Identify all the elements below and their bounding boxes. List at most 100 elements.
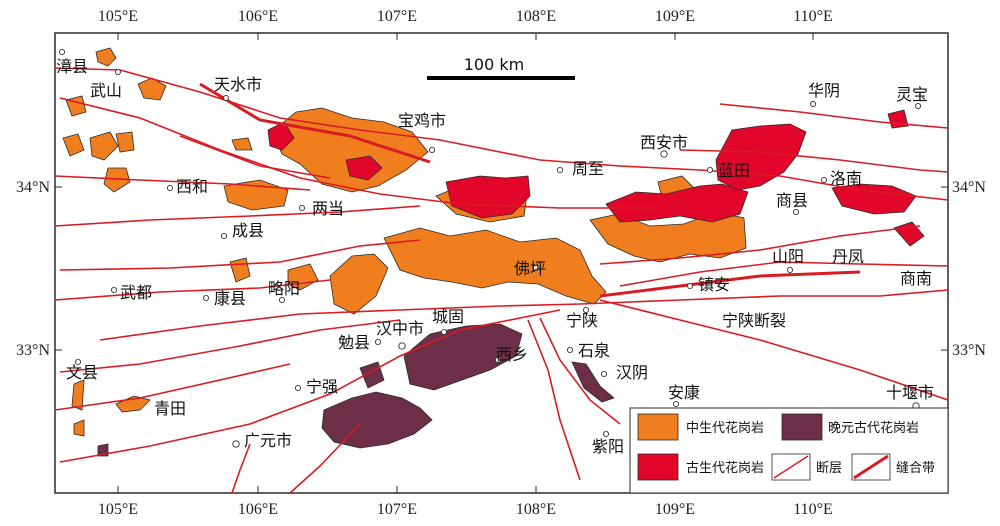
- legend-label-neoproterozoic: 晚元古代花岗岩: [828, 420, 919, 436]
- place-dot: [278, 296, 286, 304]
- mesozoic-granite: [589, 211, 747, 263]
- fault-line: [527, 319, 581, 481]
- place-label: 武山: [90, 81, 122, 100]
- bottom-tick-108: 108°E: [516, 501, 556, 518]
- place-label: 西乡: [496, 345, 528, 364]
- suture-zones: [199, 82, 861, 298]
- fault-line: [59, 309, 561, 463]
- paleozoic-granite: [831, 183, 917, 215]
- legend: 中生代花岗岩 晚元古代花岗岩 古生代花岗岩 断层 缝合带: [629, 407, 949, 494]
- bottom-tick-110: 110°E: [793, 501, 833, 518]
- mesozoic-granite: [231, 137, 253, 151]
- place-dot: [222, 94, 230, 102]
- top-tick-107: 107°E: [377, 8, 417, 25]
- place-label: 城固: [432, 307, 464, 326]
- paleozoic-granite: [445, 175, 531, 219]
- place-label: 紫阳: [592, 437, 624, 456]
- place-dot: [114, 68, 122, 76]
- place-label: 安康: [668, 383, 700, 402]
- place-dot: [440, 328, 448, 336]
- top-tick-106: 106°E: [238, 8, 278, 25]
- fault-lines: [54, 67, 949, 494]
- neoproterozoic-granite: [403, 323, 523, 391]
- place-label: 汉中市: [376, 319, 424, 338]
- neoproterozoic-granite: [571, 361, 615, 403]
- place-label: 西安市: [640, 133, 688, 152]
- fault-line: [599, 225, 921, 265]
- left-tick-34: 34°N: [16, 179, 50, 196]
- place-dot: [706, 166, 714, 174]
- place-label: 天水市: [214, 75, 262, 94]
- fault-line: [289, 423, 361, 494]
- legend-label-fault: 断层: [816, 461, 842, 476]
- place-dot: [792, 208, 800, 216]
- right-tick-34: 34°N: [952, 179, 986, 196]
- paleozoic-granite: [345, 155, 383, 181]
- paleozoic-granite-bodies: [267, 109, 925, 247]
- fault-line: [719, 103, 949, 129]
- place-label: 两当: [312, 199, 344, 218]
- place-dot: [220, 232, 228, 240]
- place-label: 文县: [66, 363, 98, 382]
- place-label: 洛南: [830, 169, 862, 188]
- place-label: 西和: [176, 177, 208, 196]
- place-dot: [166, 184, 174, 192]
- place-label: 蓝田: [718, 161, 750, 180]
- neoproterozoic-granite: [97, 443, 109, 457]
- suture-line: [599, 270, 861, 298]
- scale-bar-label: 100 km: [464, 55, 524, 74]
- place-label: 周至: [572, 159, 604, 178]
- place-dot: [374, 338, 382, 346]
- bottom-tick-105: 105°E: [98, 501, 138, 518]
- fault-line: [231, 443, 251, 494]
- fault-line: [99, 289, 949, 341]
- fault-line: [539, 317, 621, 425]
- fault-line: [54, 205, 421, 227]
- fault-line: [59, 319, 401, 373]
- place-dot: [820, 176, 828, 184]
- paleozoic-granite: [605, 183, 749, 223]
- place-label: 漳县: [56, 57, 88, 76]
- place-dot: [914, 102, 922, 110]
- fault-line: [59, 97, 660, 209]
- bottom-tick-109: 109°E: [655, 501, 695, 518]
- place-label: 宁陕断裂: [722, 311, 786, 330]
- place-dot: [398, 342, 406, 350]
- place-label: 汉阴: [616, 363, 648, 382]
- fault-line: [54, 67, 949, 201]
- place-dot: [672, 400, 680, 408]
- place-dot: [294, 384, 302, 392]
- place-label: 商县: [776, 191, 808, 210]
- fault-line: [599, 299, 949, 401]
- mesozoic-granite: [115, 131, 135, 153]
- legend-swatch-mesozoic: [637, 413, 679, 441]
- place-label: 广元市: [244, 431, 292, 450]
- place-dot: [660, 150, 668, 158]
- left-tick-33: 33°N: [16, 342, 50, 359]
- graticule: [55, 33, 948, 493]
- mesozoic-granite: [383, 227, 607, 305]
- legend-label-mesozoic: 中生代花岗岩: [686, 420, 764, 436]
- place-label: 镇安: [698, 275, 730, 294]
- place-dot: [298, 204, 306, 212]
- mesozoic-granite: [71, 379, 85, 411]
- mesozoic-granite: [115, 395, 151, 413]
- place-label: 华阴: [808, 81, 840, 100]
- mesozoic-granite: [73, 419, 85, 437]
- legend-swatch-paleozoic: [637, 453, 679, 481]
- axis-labels: 105°E 106°E 107°E 108°E 109°E 110°E 105°…: [16, 8, 986, 518]
- place-dot: [202, 294, 210, 302]
- top-tick-108: 108°E: [516, 8, 556, 25]
- place-dot: [566, 346, 574, 354]
- place-label: 佛坪: [514, 259, 546, 278]
- place-label: 宁强: [306, 377, 338, 396]
- place-dot: [532, 264, 540, 272]
- mesozoic-granite: [329, 253, 389, 315]
- place-label: 青田: [154, 399, 186, 418]
- legend-label-suture: 缝合带: [896, 461, 935, 476]
- place-dot: [809, 100, 817, 108]
- top-tick-105: 105°E: [98, 8, 138, 25]
- mesozoic-granite: [89, 131, 119, 161]
- top-tick-109: 109°E: [655, 8, 695, 25]
